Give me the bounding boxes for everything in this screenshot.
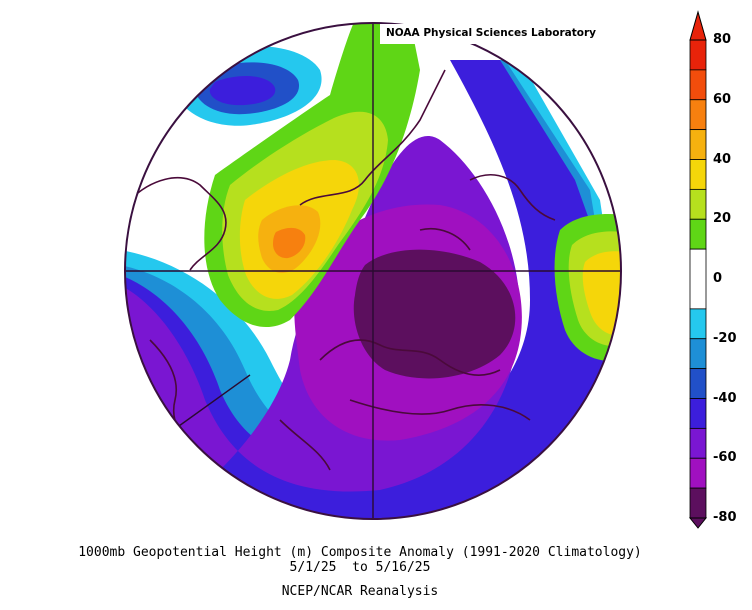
colorbar-tick-label: -60 (713, 450, 737, 466)
meridian-diagonal (171, 374, 251, 432)
colorbar-band (689, 368, 707, 399)
caption-title: 1000mb Geopotential Height (m) Composite… (78, 545, 642, 560)
colorbar (688, 10, 708, 529)
colorbar-band (689, 69, 707, 101)
colorbar-band (689, 338, 707, 370)
colorbar-tick-label: 40 (713, 151, 732, 167)
colorbar-band (689, 129, 707, 160)
colorbar-band (689, 487, 707, 519)
colorbar-band (689, 218, 707, 250)
deep-purple-core (353, 249, 516, 379)
colorbar-band (689, 248, 707, 310)
map-border (124, 22, 622, 520)
colorbar-tick-label: -20 (713, 330, 737, 346)
credit-label: NOAA Physical Sciences Laboratory (386, 27, 597, 39)
colorbar-top-arrow (689, 10, 707, 41)
colorbar-tick-label: 0 (713, 271, 723, 286)
colorbar-bottom-arrow (688, 517, 708, 529)
colorbar-band (689, 39, 707, 71)
map-disc (125, 23, 621, 519)
colorbar-tick-label: 80 (713, 32, 732, 47)
colorbar-tick-label: 60 (713, 91, 732, 107)
nw-violet-blob (209, 76, 276, 106)
colorbar-band (689, 99, 707, 131)
colorbar-band (689, 457, 707, 489)
coastlines (129, 69, 556, 471)
colorbar-tick-label: -40 (713, 390, 737, 406)
colorbar-tick-label: -80 (713, 510, 737, 525)
colorbar-band (689, 398, 707, 429)
colorbar-band (689, 188, 707, 220)
colorbar-band (689, 308, 707, 340)
dark-blue-band (125, 60, 620, 519)
east-yellow-blob (582, 251, 621, 336)
max-core (273, 227, 306, 259)
caption-dates: 5/1/25 to 5/16/25 (289, 560, 431, 575)
anomaly-map (124, 22, 630, 520)
colorbar-band (689, 159, 707, 190)
colorbar-band (689, 427, 707, 459)
colorbar-tick-label: 20 (713, 211, 732, 227)
credit-box (380, 24, 630, 44)
caption-source: NCEP/NCAR Reanalysis (281, 584, 439, 599)
